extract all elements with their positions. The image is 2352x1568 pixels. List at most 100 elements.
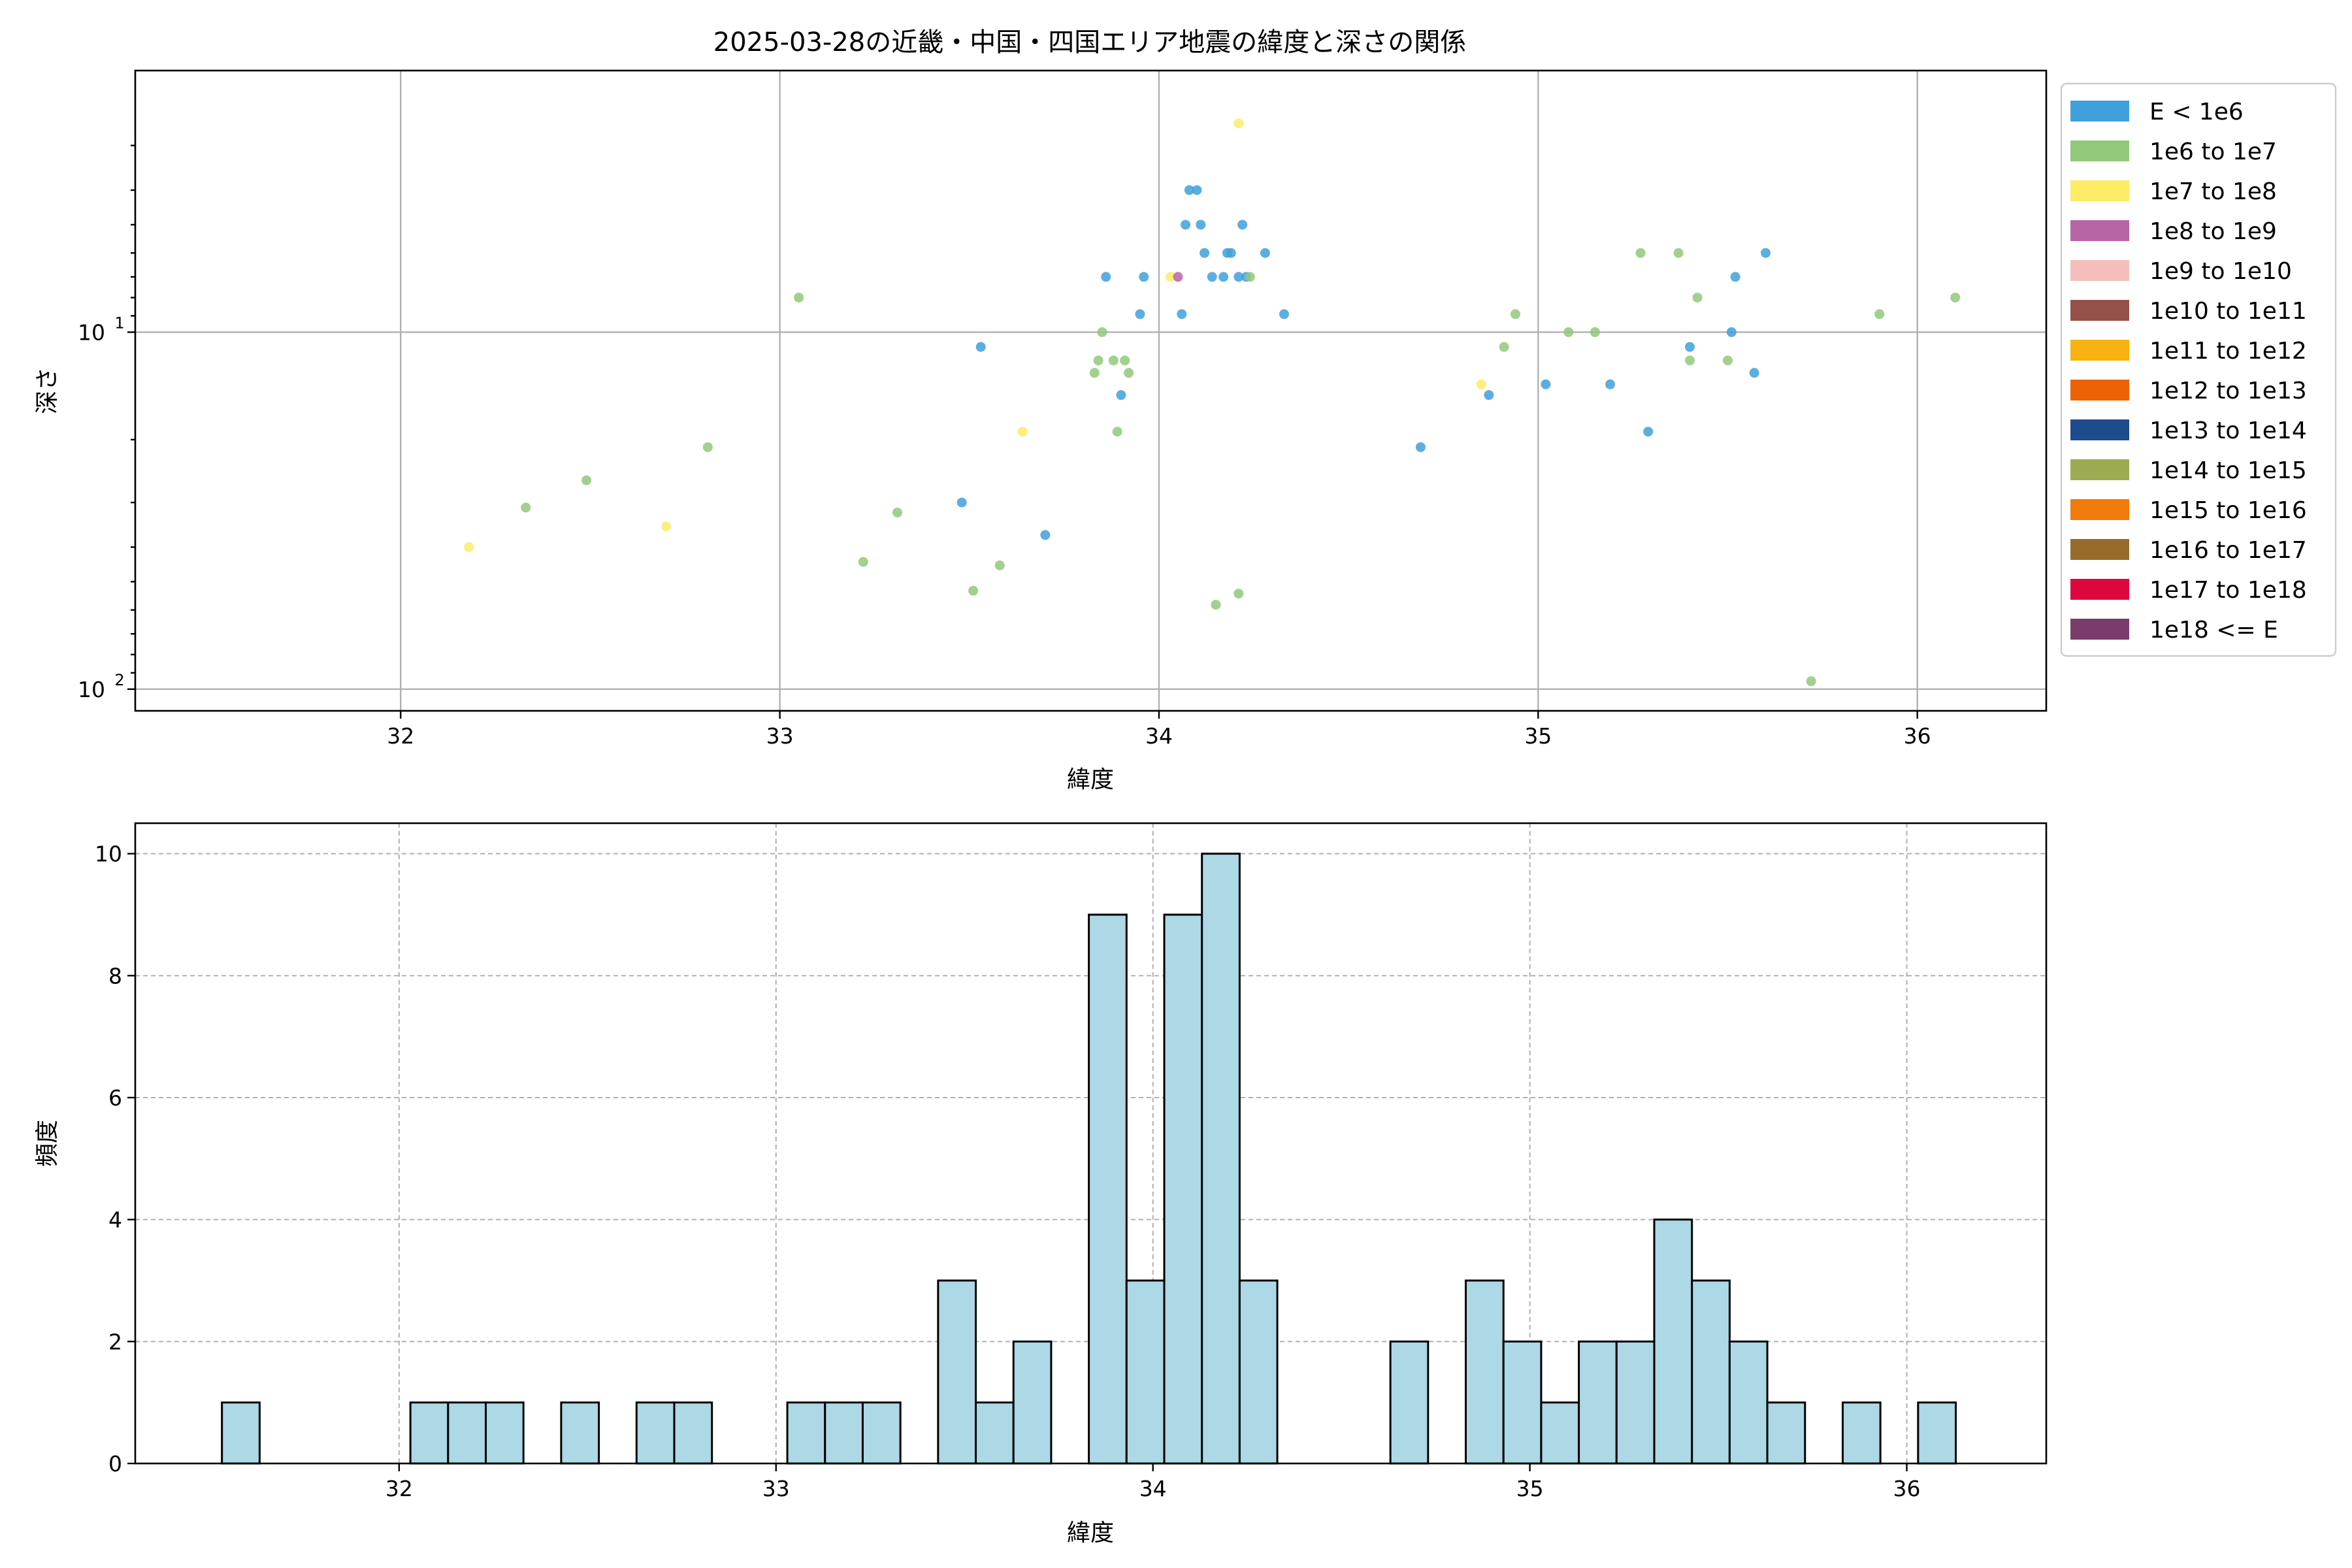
scatter-point xyxy=(1605,379,1616,389)
legend-entry: 1e17 to 1e18 xyxy=(2070,577,2307,604)
histogram-bar xyxy=(1615,1340,1656,1465)
legend-entry: E < 1e6 xyxy=(2070,99,2244,125)
scatter-point xyxy=(975,342,986,352)
histogram-x-label: 緯度 xyxy=(1067,1520,1114,1546)
scatter-y-tick-label: 10 2 xyxy=(78,671,125,702)
legend-entry: 1e16 to 1e17 xyxy=(2070,537,2307,564)
histogram-bar xyxy=(409,1401,449,1465)
histogram-y-tick-label: 4 xyxy=(108,1207,122,1233)
legend-swatch xyxy=(2070,340,2129,361)
histogram-y-tick-label: 6 xyxy=(108,1085,122,1111)
scatter-point xyxy=(1684,342,1695,352)
histogram-y-tick-label: 2 xyxy=(108,1329,122,1354)
scatter-point xyxy=(1233,118,1244,129)
scatter-point xyxy=(794,292,804,302)
scatter-point xyxy=(1643,427,1654,437)
histogram-x-tick-label: 34 xyxy=(1139,1476,1167,1501)
histogram-bar xyxy=(1766,1401,1806,1465)
histogram-bar xyxy=(786,1401,826,1465)
scatter-point xyxy=(702,442,713,452)
legend-entry: 1e14 to 1e15 xyxy=(2070,457,2307,484)
scatter-point xyxy=(994,560,1005,570)
histogram-bar xyxy=(1917,1401,1957,1465)
scatter-point xyxy=(1040,530,1051,540)
y-tick-exponent: 2 xyxy=(114,671,124,689)
histogram-bar xyxy=(1540,1401,1580,1465)
legend: E < 1e6 1e6 to 1e7 1e7 to 1e8 1e8 to 1e9 1e9… xyxy=(2060,82,2337,657)
legend-entry: 1e8 to 1e9 xyxy=(2070,218,2277,245)
legend-label: 1e8 to 1e9 xyxy=(2149,218,2277,245)
scatter-point xyxy=(1806,676,1816,687)
scatter-point xyxy=(464,542,474,552)
legend-label: 1e18 <= E xyxy=(2149,617,2278,644)
y-tick-exponent: 1 xyxy=(114,314,124,332)
histogram-bar xyxy=(824,1401,864,1465)
legend-box xyxy=(2060,82,2337,657)
scatter-point xyxy=(1726,327,1737,337)
legend-swatch xyxy=(2070,579,2129,600)
histogram-bar xyxy=(560,1401,600,1465)
histogram-bar xyxy=(635,1401,676,1465)
scatter-point xyxy=(1192,185,1202,195)
histogram-y-label: 頻度 xyxy=(34,1120,61,1167)
histogram-bar xyxy=(1578,1340,1618,1465)
histogram-y-tick-label: 10 xyxy=(95,841,122,867)
scatter-point xyxy=(1218,272,1229,282)
histogram-x-tick-label: 36 xyxy=(1893,1476,1921,1501)
scatter-point xyxy=(1200,248,1210,258)
histogram-x-tick-label: 33 xyxy=(762,1476,790,1501)
scatter-point xyxy=(1590,327,1600,337)
scatter-x-tick-label: 34 xyxy=(1145,723,1173,749)
histogram-bar xyxy=(1841,1401,1882,1465)
scatter-point xyxy=(581,475,592,485)
histogram-y-tick-label: 8 xyxy=(108,963,122,988)
legend-label: 1e11 to 1e12 xyxy=(2149,338,2307,365)
scatter-chart: 2025-03-28の近畿・中国・四国エリア地震の緯度と深さの関係 32 33 34… xyxy=(34,27,2337,793)
legend-entry: 1e15 to 1e16 xyxy=(2070,497,2307,524)
histogram-x-tick-label: 32 xyxy=(385,1476,413,1501)
scatter-frame xyxy=(134,69,2048,712)
scatter-point xyxy=(1139,272,1149,282)
legend-swatch xyxy=(2070,220,2129,241)
scatter-point xyxy=(1165,272,1175,282)
scatter-point xyxy=(1476,379,1486,389)
scatter-point xyxy=(1511,309,1520,319)
scatter-point xyxy=(1730,272,1740,282)
legend-entry: 1e6 to 1e7 xyxy=(2070,139,2277,165)
legend-label: 1e15 to 1e16 xyxy=(2149,497,2307,524)
legend-entry: 1e7 to 1e8 xyxy=(2070,178,2277,205)
y-tick-base: 10 xyxy=(78,677,105,702)
scatter-point xyxy=(1499,342,1509,352)
legend-swatch xyxy=(2070,499,2129,520)
scatter-point xyxy=(1097,327,1107,337)
scatter-y-label: 深さ xyxy=(34,367,61,414)
histogram-bar xyxy=(447,1401,487,1465)
scatter-point xyxy=(892,507,903,517)
scatter-point xyxy=(1541,379,1551,389)
scatter-point xyxy=(1233,589,1244,599)
scatter-point xyxy=(1135,309,1145,319)
legend-entry: 1e12 to 1e13 xyxy=(2070,378,2307,404)
histogram-bar xyxy=(1088,913,1128,1465)
legend-swatch xyxy=(2070,101,2129,122)
scatter-point xyxy=(1673,248,1684,258)
scatter-point xyxy=(1635,248,1646,258)
scatter-point xyxy=(1124,368,1134,378)
histogram-bar xyxy=(485,1401,525,1465)
scatter-point xyxy=(1484,390,1494,400)
legend-label: 1e10 to 1e11 xyxy=(2149,298,2307,325)
histogram-y-tick-label: 0 xyxy=(108,1451,122,1477)
legend-swatch xyxy=(2070,539,2129,560)
scatter-point xyxy=(1017,427,1028,437)
histogram-bar xyxy=(1691,1279,1731,1465)
scatter-point xyxy=(1226,248,1236,258)
scatter-point xyxy=(1089,368,1100,378)
histogram-bar xyxy=(937,1279,977,1465)
histogram-frame xyxy=(134,822,2048,1465)
scatter-point xyxy=(1761,248,1771,258)
histogram-bar xyxy=(1012,1340,1053,1465)
legend-label: 1e14 to 1e15 xyxy=(2149,457,2307,484)
histogram-bar xyxy=(1502,1340,1543,1465)
scatter-ticks: 32 33 34 35 36 10 1 10 2 xyxy=(78,144,1931,749)
legend-swatch xyxy=(2070,419,2129,440)
